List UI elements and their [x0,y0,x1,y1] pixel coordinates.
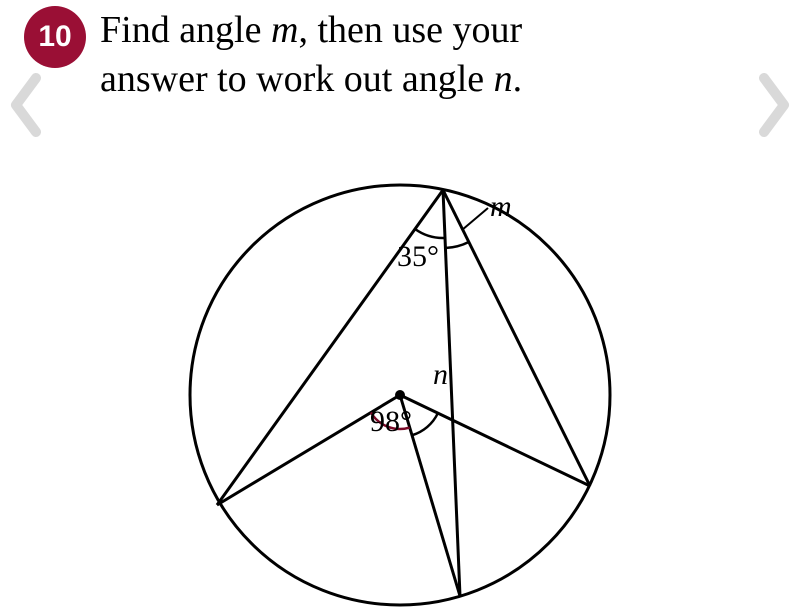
prev-button[interactable] [6,70,46,140]
label-35: 35° [397,240,439,274]
question-number: 10 [38,20,71,54]
q-line1-a: Find angle [100,9,271,51]
next-button[interactable] [754,70,794,140]
q-line2-a: answer to work out angle [100,58,494,100]
question-number-badge: 10 [24,6,86,68]
question-text: Find angle m, then use your answer to wo… [100,6,522,105]
q-line2-b: . [513,58,523,100]
circle-diagram: m 35° n 98° [170,130,630,610]
label-n: n [433,358,448,392]
q-line1-b: , then use your [298,9,522,51]
label-98: 98° [370,405,412,439]
label-m: m [490,190,512,224]
center-dot [395,390,405,400]
q-line2-n: n [494,58,513,100]
m-leader-line [462,208,488,230]
q-line1-m: m [271,9,298,51]
